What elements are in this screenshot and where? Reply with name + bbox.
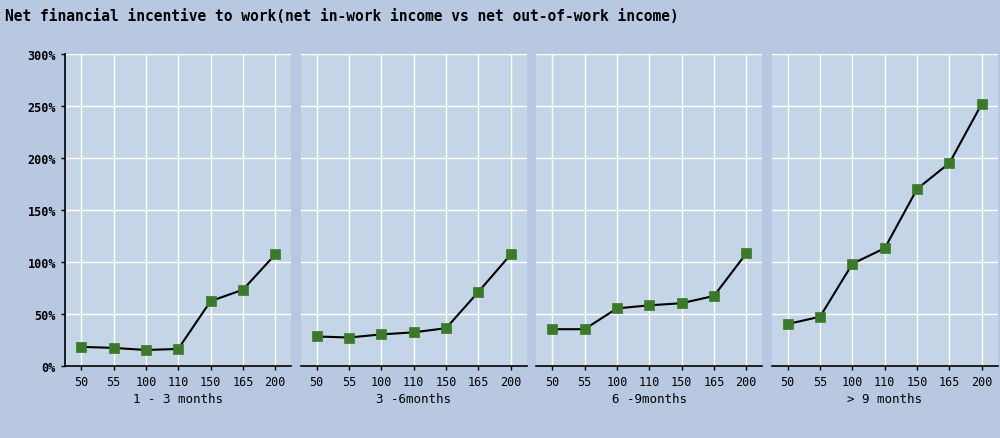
X-axis label: 3 -6months: 3 -6months bbox=[376, 392, 451, 405]
X-axis label: 6 -9months: 6 -9months bbox=[612, 392, 687, 405]
Text: Net financial incentive to work(net in-work income vs net out-of-work income): Net financial incentive to work(net in-w… bbox=[5, 9, 679, 24]
X-axis label: > 9 months: > 9 months bbox=[847, 392, 922, 405]
X-axis label: 1 - 3 months: 1 - 3 months bbox=[133, 392, 223, 405]
